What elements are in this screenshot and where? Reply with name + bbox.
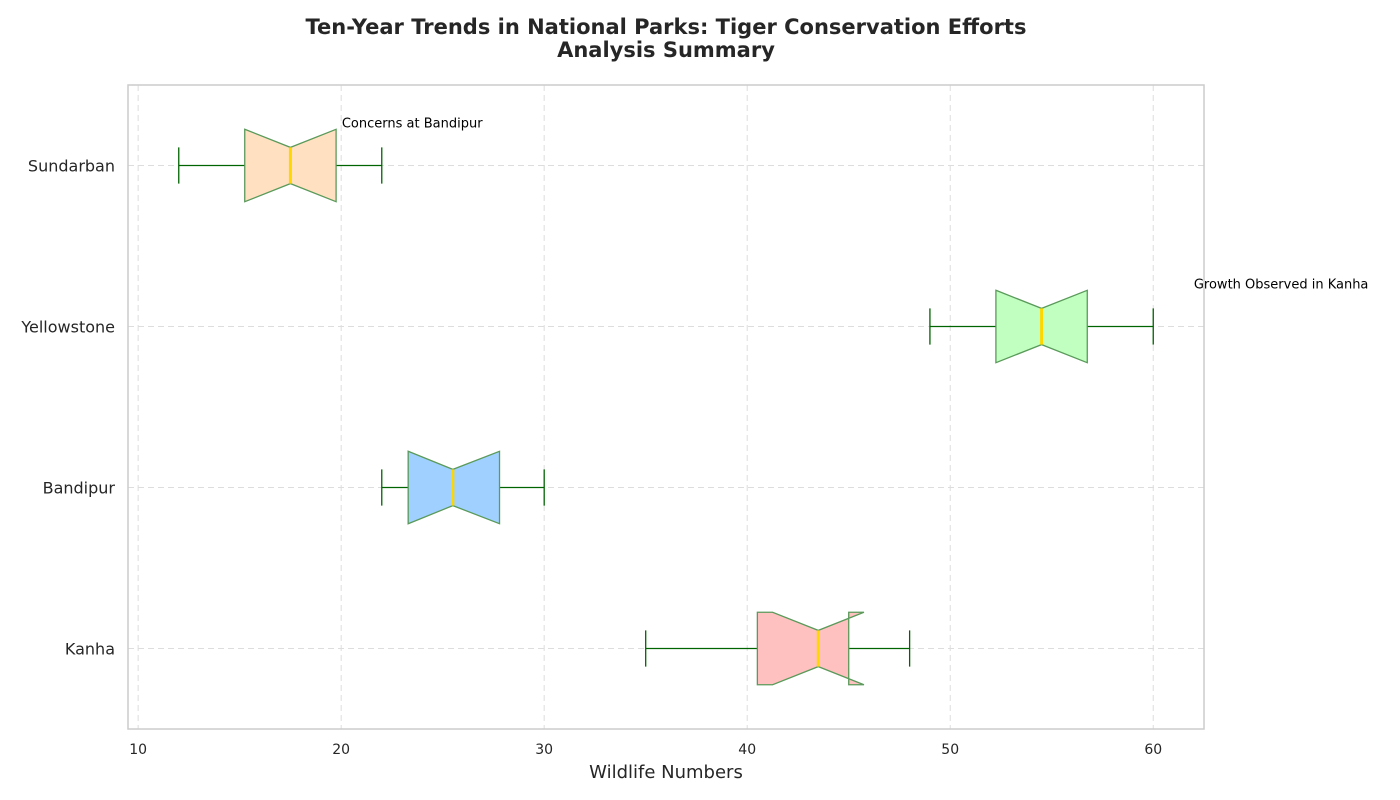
chart-title-line-1: Ten-Year Trends in National Parks: Tiger…: [306, 15, 1027, 39]
x-tick-label: 40: [738, 742, 756, 758]
x-tick-label: 30: [535, 742, 553, 758]
y-tick-label: Bandipur: [43, 479, 116, 498]
chart-title-line-2: Analysis Summary: [557, 38, 775, 62]
grid-lines: [128, 85, 1204, 729]
box-body: [756, 611, 865, 686]
x-tick-label: 20: [332, 742, 350, 758]
x-tick-label: 10: [129, 742, 147, 758]
x-tick-label: 50: [941, 742, 959, 758]
x-tick-label: 60: [1144, 742, 1162, 758]
box-yellowstone: [929, 289, 1154, 364]
annotation-text: Growth Observed in Kanha: [1194, 277, 1369, 292]
annotation-text: Concerns at Bandipur: [342, 116, 483, 131]
y-tick-label: Sundarban: [28, 157, 115, 176]
box-sundarban: [178, 128, 383, 203]
y-tick-label: Kanha: [65, 640, 115, 659]
annotations: Concerns at Bandipur Growth Observed in K…: [342, 116, 1369, 292]
box-bandipur: [381, 450, 545, 525]
y-tick-label: Yellowstone: [20, 318, 115, 337]
tick-labels: 10 20 30 40 50 60 Kanha Bandipur Yellowstone Sund…: [20, 157, 1162, 759]
boxes: [178, 128, 1154, 686]
box-kanha: [645, 611, 911, 686]
plot-frame: [127, 84, 1205, 730]
x-axis-label: Wildlife Numbers: [589, 762, 743, 783]
